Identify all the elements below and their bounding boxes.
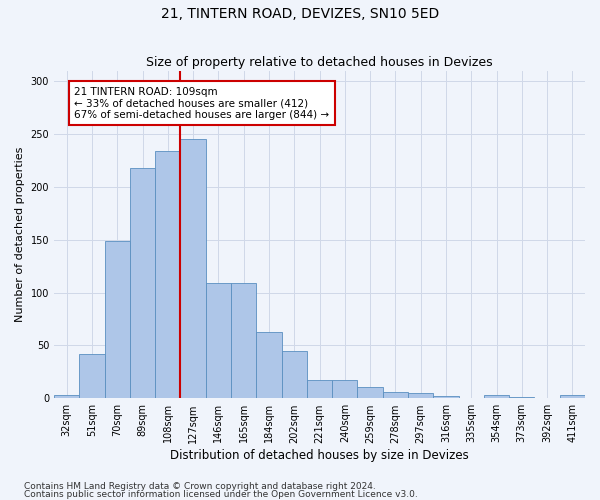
Bar <box>206 283 231 399</box>
Bar <box>155 151 181 398</box>
Bar <box>484 395 509 398</box>
Bar <box>181 140 206 398</box>
X-axis label: Distribution of detached houses by size in Devizes: Distribution of detached houses by size … <box>170 450 469 462</box>
Bar <box>408 393 433 398</box>
Text: 21, TINTERN ROAD, DEVIZES, SN10 5ED: 21, TINTERN ROAD, DEVIZES, SN10 5ED <box>161 8 439 22</box>
Bar <box>79 354 104 399</box>
Y-axis label: Number of detached properties: Number of detached properties <box>15 147 25 322</box>
Text: 21 TINTERN ROAD: 109sqm
← 33% of detached houses are smaller (412)
67% of semi-d: 21 TINTERN ROAD: 109sqm ← 33% of detache… <box>74 86 329 120</box>
Bar <box>307 380 332 398</box>
Bar <box>383 392 408 398</box>
Bar <box>560 395 585 398</box>
Text: Contains public sector information licensed under the Open Government Licence v3: Contains public sector information licen… <box>24 490 418 499</box>
Bar <box>256 332 281 398</box>
Bar <box>358 386 383 398</box>
Bar <box>231 283 256 399</box>
Bar <box>54 395 79 398</box>
Bar <box>433 396 458 398</box>
Bar <box>104 241 130 398</box>
Bar <box>130 168 155 398</box>
Title: Size of property relative to detached houses in Devizes: Size of property relative to detached ho… <box>146 56 493 70</box>
Bar <box>332 380 358 398</box>
Bar <box>281 351 307 399</box>
Text: Contains HM Land Registry data © Crown copyright and database right 2024.: Contains HM Land Registry data © Crown c… <box>24 482 376 491</box>
